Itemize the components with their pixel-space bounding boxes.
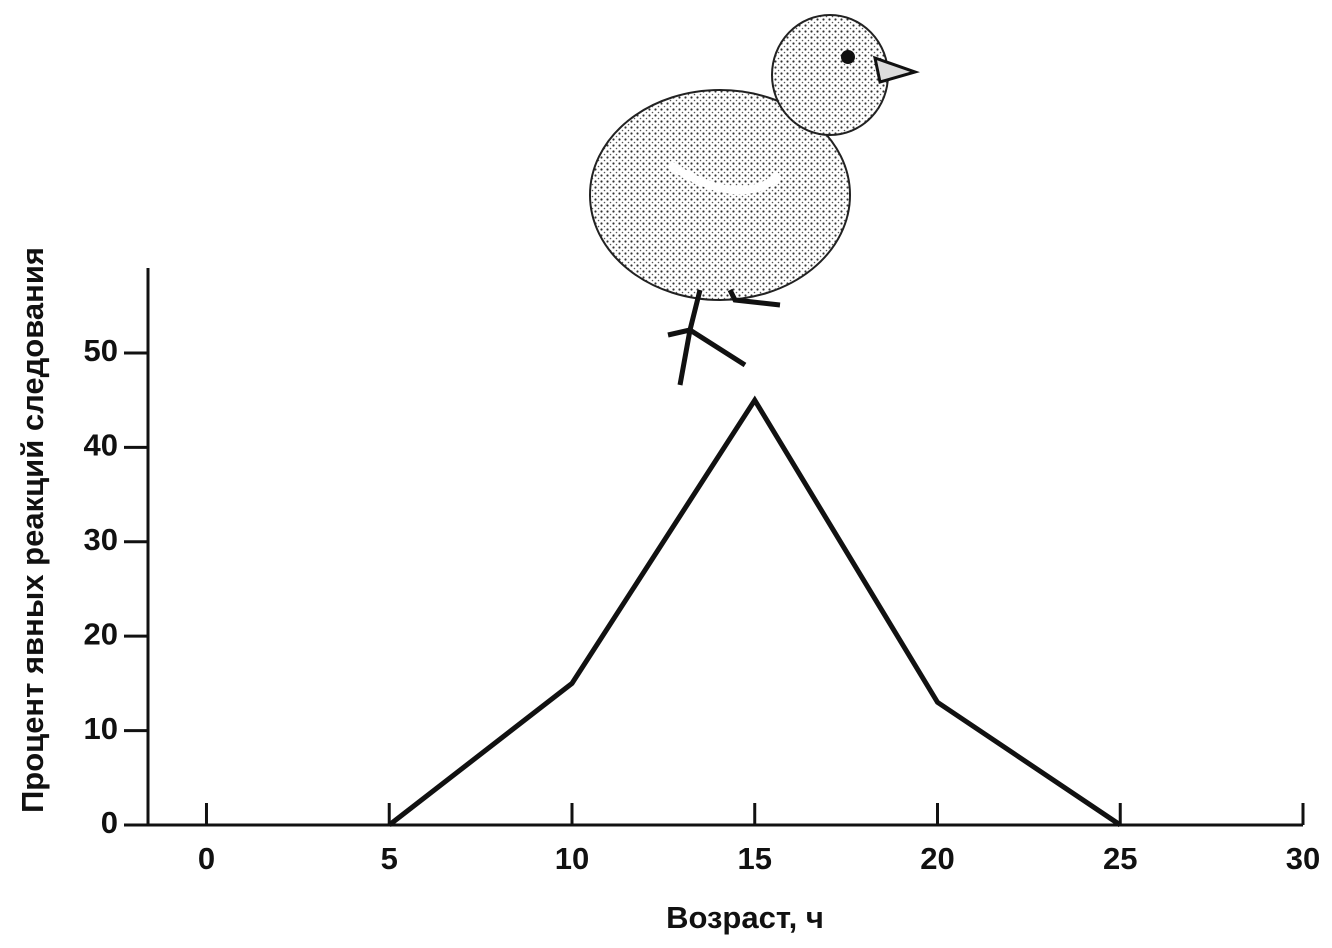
y-axis-label: Процент явных реакций следования [15, 247, 50, 813]
y-tick-label: 20 [84, 616, 118, 651]
x-tick-label: 20 [920, 841, 954, 876]
x-tick-label: 10 [555, 841, 589, 876]
y-tick-label: 40 [84, 428, 118, 463]
y-tick-label: 0 [101, 805, 118, 840]
y-tick-label: 50 [84, 333, 118, 368]
y-tick-label: 30 [84, 522, 118, 557]
x-tick-label: 5 [381, 841, 398, 876]
x-tick-label: 25 [1103, 841, 1137, 876]
x-axis-label: Возраст, ч [666, 900, 824, 935]
y-tick-label: 10 [84, 711, 118, 746]
x-tick-label: 30 [1286, 841, 1320, 876]
chick-illustration [589, 14, 920, 386]
data-line [387, 395, 1122, 828]
x-tick-label: 0 [198, 841, 215, 876]
x-tick-label: 15 [737, 841, 771, 876]
